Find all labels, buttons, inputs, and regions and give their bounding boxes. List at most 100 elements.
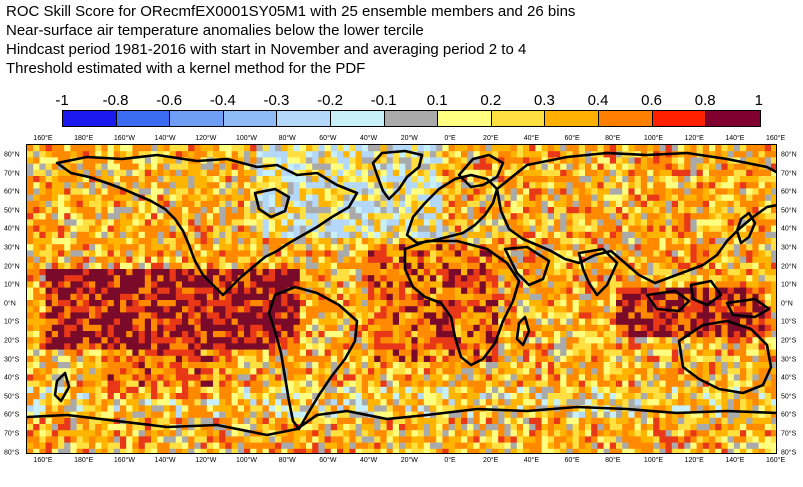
grid-cell — [163, 362, 170, 369]
grid-cell — [194, 275, 201, 282]
grid-cell — [690, 343, 697, 350]
grid-cell — [411, 386, 418, 394]
grid-cell — [504, 331, 511, 338]
grid-cell — [622, 306, 629, 313]
grid-cell — [101, 331, 108, 338]
grid-cell — [653, 207, 660, 214]
grid-cell — [405, 207, 412, 214]
grid-cell — [609, 368, 617, 375]
grid-cell — [647, 269, 654, 276]
grid-cell — [529, 250, 536, 257]
grid-cell — [169, 157, 177, 164]
grid-cell — [430, 244, 437, 251]
grid-cell — [206, 281, 214, 288]
grid-cell — [58, 250, 65, 257]
grid-cell — [585, 318, 592, 326]
grid-cell — [740, 337, 747, 344]
grid-cell — [566, 269, 573, 276]
grid-cell — [709, 293, 716, 301]
grid-cell — [64, 176, 71, 183]
grid-cell — [609, 176, 617, 183]
grid-cell — [454, 188, 462, 195]
grid-cell — [715, 163, 722, 171]
grid-cell — [702, 200, 710, 208]
grid-cell — [386, 331, 394, 338]
grid-cell — [70, 355, 77, 363]
grid-cell — [436, 362, 443, 369]
grid-cell — [516, 169, 524, 177]
grid-cell — [473, 157, 480, 164]
grid-cell — [541, 312, 549, 319]
grid-cell — [603, 213, 611, 220]
grid-cell — [138, 213, 146, 220]
grid-cell — [529, 207, 536, 214]
grid-cell — [58, 194, 65, 202]
grid-cell — [95, 256, 102, 264]
grid-cell — [120, 188, 127, 195]
grid-cell — [653, 343, 660, 350]
grid-cell — [603, 368, 611, 375]
grid-cell — [653, 250, 660, 257]
grid-cell — [312, 287, 319, 295]
grid-cell — [622, 331, 629, 338]
grid-cell — [361, 176, 369, 183]
grid-cell — [485, 250, 493, 257]
grid-cell — [516, 281, 524, 288]
grid-cell — [715, 169, 722, 177]
grid-cell — [225, 163, 232, 171]
grid-cell — [461, 287, 468, 295]
grid-cell — [39, 300, 46, 307]
grid-cell — [467, 163, 474, 171]
grid-cell — [206, 318, 214, 326]
grid-cell — [572, 182, 580, 189]
grid-cell — [368, 169, 375, 177]
grid-cell — [120, 368, 127, 375]
grid-cell — [374, 337, 381, 344]
grid-cell — [76, 306, 84, 313]
grid-cell — [616, 287, 623, 295]
grid-cell — [231, 275, 239, 282]
grid-cell — [113, 207, 121, 214]
grid-cell — [671, 225, 679, 233]
grid-cell — [529, 337, 536, 344]
grid-cell — [95, 269, 102, 276]
grid-cell — [671, 275, 679, 282]
grid-cell — [665, 318, 673, 326]
grid-cell — [392, 262, 400, 270]
grid-cell — [473, 281, 480, 288]
grid-cell — [318, 207, 325, 214]
grid-cell — [349, 269, 356, 276]
grid-cell — [597, 225, 604, 233]
grid-cell — [498, 169, 505, 177]
grid-cell — [758, 355, 766, 363]
grid-cell — [653, 145, 660, 152]
grid-cell — [157, 176, 164, 183]
grid-cell — [275, 194, 282, 202]
grid-cell — [622, 380, 629, 388]
grid-cell — [430, 182, 437, 189]
grid-cell — [454, 355, 462, 363]
grid-cell — [39, 374, 46, 381]
grid-cell — [448, 213, 456, 220]
grid-cell — [175, 244, 183, 251]
grid-cell — [411, 293, 418, 301]
grid-cell — [411, 163, 418, 171]
grid-cell — [740, 324, 747, 332]
grid-cell — [603, 337, 611, 344]
grid-cell — [640, 238, 648, 245]
grid-cell — [330, 194, 338, 202]
grid-cell — [665, 200, 673, 208]
latitude-tick-left: 20°N — [4, 263, 20, 271]
grid-cell — [504, 374, 511, 381]
grid-cell — [411, 331, 418, 338]
grid-cell — [684, 207, 691, 214]
grid-cell — [603, 163, 611, 171]
grid-cell — [194, 318, 201, 326]
grid-cell — [182, 293, 189, 301]
grid-cell — [231, 374, 239, 381]
grid-cell — [107, 355, 115, 363]
grid-cell — [733, 275, 741, 282]
grid-cell — [616, 324, 623, 332]
grid-cell — [231, 238, 239, 245]
grid-cell — [82, 231, 90, 239]
